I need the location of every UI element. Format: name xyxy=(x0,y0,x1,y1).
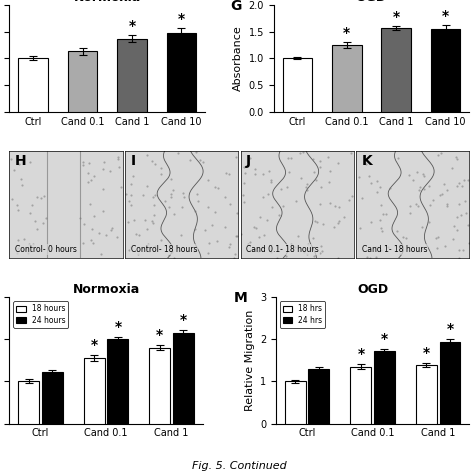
Bar xyxy=(18,58,48,112)
Text: *: * xyxy=(91,339,98,352)
Bar xyxy=(173,333,194,424)
Text: K: K xyxy=(362,154,373,168)
Title: Normoxia: Normoxia xyxy=(73,283,140,296)
Text: I: I xyxy=(131,154,136,168)
Text: Control- 0 hours: Control- 0 hours xyxy=(15,245,77,254)
Text: Control- 18 hours: Control- 18 hours xyxy=(131,245,197,254)
Bar xyxy=(108,340,128,424)
Bar xyxy=(283,58,312,112)
Text: Fig. 5. Continued: Fig. 5. Continued xyxy=(192,462,287,472)
Text: *: * xyxy=(447,322,454,336)
Text: *: * xyxy=(423,346,430,360)
Text: *: * xyxy=(392,10,400,23)
Bar xyxy=(42,372,63,424)
Text: G: G xyxy=(230,0,242,13)
Bar xyxy=(18,380,39,424)
Text: *: * xyxy=(357,347,365,361)
Text: *: * xyxy=(156,328,164,342)
Y-axis label: Absorbance: Absorbance xyxy=(233,26,243,91)
Bar xyxy=(84,358,105,424)
Bar xyxy=(381,28,411,112)
Title: OGD: OGD xyxy=(356,0,387,4)
Bar xyxy=(117,38,147,112)
Text: M: M xyxy=(234,291,247,305)
Bar xyxy=(309,369,329,424)
Bar xyxy=(149,348,170,424)
Bar xyxy=(374,351,395,424)
Text: *: * xyxy=(180,314,187,327)
Bar xyxy=(332,45,362,112)
Bar xyxy=(431,29,460,112)
Text: *: * xyxy=(343,26,350,40)
Text: Cand 1- 18 hours: Cand 1- 18 hours xyxy=(362,245,427,254)
Text: *: * xyxy=(128,19,136,33)
Legend: 18 hours, 24 hours: 18 hours, 24 hours xyxy=(13,301,68,328)
Text: *: * xyxy=(381,332,388,346)
Text: H: H xyxy=(15,154,27,168)
Legend: 18 hrs, 24 hrs: 18 hrs, 24 hrs xyxy=(280,301,326,328)
Y-axis label: Relative Migration: Relative Migration xyxy=(245,310,255,411)
Text: *: * xyxy=(442,9,449,23)
Bar xyxy=(439,342,460,424)
Title: Normoxia: Normoxia xyxy=(73,0,141,4)
Text: *: * xyxy=(178,12,185,26)
Text: J: J xyxy=(246,154,251,168)
Title: OGD: OGD xyxy=(357,283,388,296)
Bar xyxy=(285,381,306,424)
Bar xyxy=(416,365,437,424)
Text: *: * xyxy=(114,321,121,334)
Bar xyxy=(68,51,98,112)
Bar xyxy=(350,367,371,424)
Bar xyxy=(166,33,196,112)
Text: Cand 0.1- 18 hours: Cand 0.1- 18 hours xyxy=(246,245,319,254)
